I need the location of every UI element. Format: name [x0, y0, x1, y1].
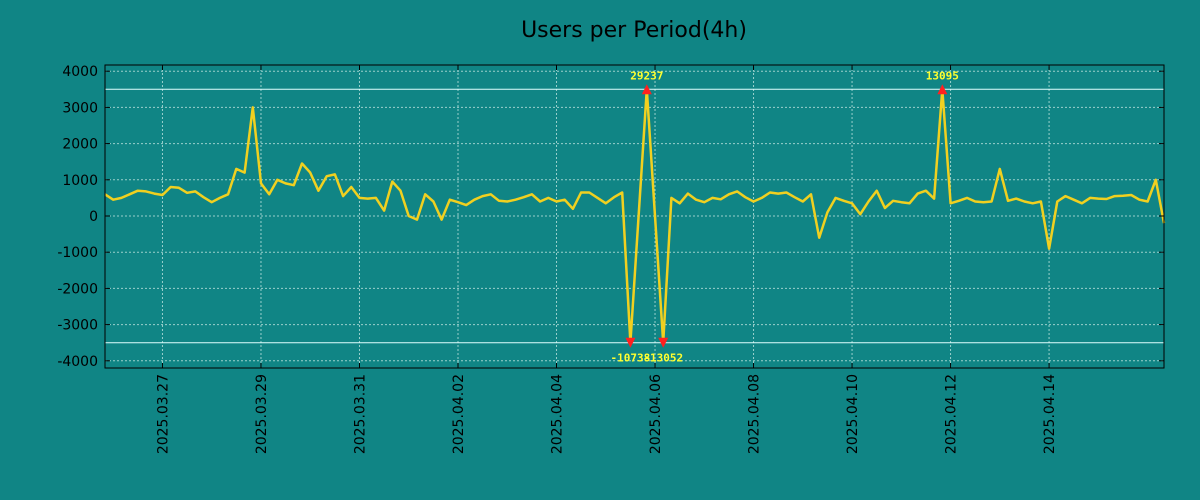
series-line	[104, 88, 1166, 344]
y-tick-label: -1000	[57, 245, 98, 261]
grid	[105, 65, 1164, 368]
y-tick-label: 2000	[62, 137, 98, 153]
y-tick-label: -3000	[57, 318, 98, 334]
x-axis: 2025.03.27 2025.03.29 2025.03.31 2025.04.02…	[155, 65, 1058, 454]
x-tick-label: 2025.04.06	[648, 374, 664, 454]
outlier-label: 29237	[630, 69, 663, 82]
x-tick-label: 2025.04.12	[944, 374, 960, 454]
y-tick-label: 3000	[62, 100, 98, 116]
outlier-label: -13052	[643, 352, 683, 365]
x-tick-label: 2025.04.08	[747, 374, 763, 454]
outlier-marker	[641, 84, 652, 95]
y-tick-label: -4000	[57, 354, 98, 370]
clip-lines	[105, 88, 1164, 344]
outlier-markers: -10738 29237 -13052 13095	[611, 69, 959, 364]
y-tick-label: 1000	[62, 173, 98, 189]
x-tick-label: 2025.04.10	[845, 374, 861, 454]
chart-title: Users per Period(4h)	[521, 18, 747, 43]
outlier-marker	[625, 337, 636, 348]
y-axis: 4000 3000 2000 1000 0 -1000 -2000 -3000 -4000	[57, 64, 1164, 370]
x-tick-label: 2025.04.14	[1042, 374, 1058, 454]
x-tick-label: 2025.04.02	[451, 374, 467, 454]
series-users	[104, 88, 1166, 344]
y-tick-label: 0	[89, 209, 98, 225]
y-tick-label: 4000	[62, 64, 98, 80]
outlier-marker	[658, 337, 669, 348]
x-tick-label: 2025.04.04	[550, 374, 566, 454]
x-tick-label: 2025.03.29	[254, 374, 270, 454]
x-tick-label: 2025.03.31	[352, 374, 368, 454]
x-tick-label: 2025.03.27	[155, 374, 171, 454]
y-tick-label: -2000	[57, 281, 98, 297]
outlier-label: 13095	[926, 69, 959, 82]
outlier-label: -10738	[611, 352, 651, 365]
outlier-marker	[937, 84, 948, 95]
